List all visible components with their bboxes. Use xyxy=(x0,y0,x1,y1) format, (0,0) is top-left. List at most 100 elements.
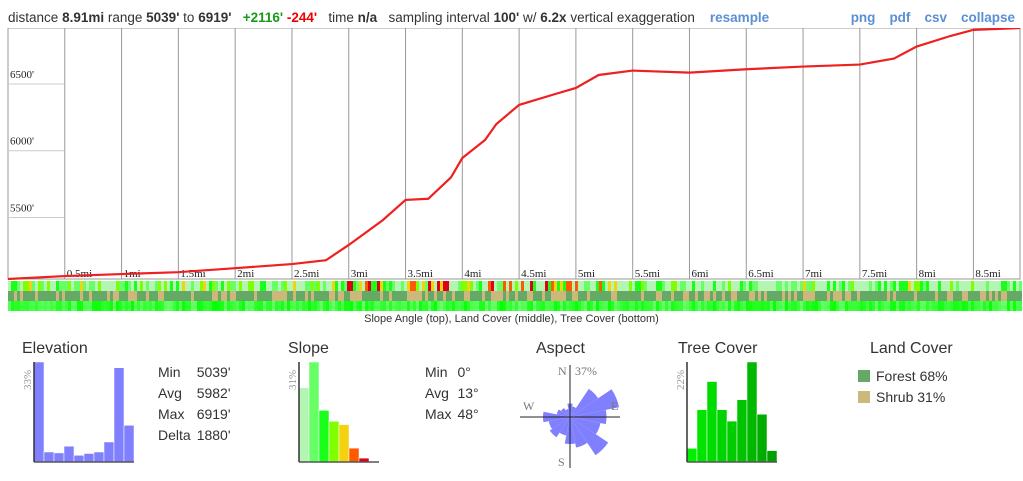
landcover-strip-cell xyxy=(878,291,881,301)
stat-cell: 0° xyxy=(457,364,471,380)
landcover-strip-cell xyxy=(326,291,329,301)
plot-area xyxy=(7,28,1021,280)
slope-strip-cell xyxy=(902,281,905,291)
stat-cell: 48° xyxy=(457,406,479,422)
slope-strip-cell xyxy=(497,281,500,291)
treecover-strip-cell xyxy=(524,301,527,311)
treecover-strip-cell xyxy=(77,301,80,311)
landcover-strip-cell xyxy=(368,291,371,301)
landcover-strip-cell xyxy=(665,291,668,301)
treecover-strip-cell xyxy=(926,301,929,311)
landcover-strip-cell xyxy=(467,291,470,301)
slope-strip-cell xyxy=(200,281,203,291)
elevation-histogram: 33% xyxy=(22,361,135,463)
slope-strip-cell xyxy=(635,281,638,291)
treecover-strip-cell xyxy=(1001,301,1004,311)
slope-strip-cell xyxy=(98,281,101,291)
treecover-strip-cell xyxy=(653,301,656,311)
png-link[interactable]: png xyxy=(850,10,876,25)
slope-strip-cell xyxy=(206,281,209,291)
slope-strip-cell xyxy=(653,281,656,291)
slope-strip-cell xyxy=(533,281,536,291)
histogram-bar xyxy=(756,414,768,463)
histogram-bar xyxy=(53,452,65,463)
landcover-strip-cell xyxy=(998,291,1001,301)
landcover-strip-cell xyxy=(392,291,395,301)
pdf-link[interactable]: pdf xyxy=(889,10,911,25)
range-to: to xyxy=(183,10,195,25)
landcover-strip-cell xyxy=(38,291,41,301)
slope-strip-cell xyxy=(176,281,179,291)
treecover-strip-cell xyxy=(818,301,821,311)
slope-strip-cell xyxy=(47,281,50,291)
slope-strip-cell xyxy=(752,281,755,291)
treecover-strip-cell xyxy=(182,301,185,311)
treecover-strip-cell xyxy=(278,301,281,311)
slope-strip-cell xyxy=(458,281,461,291)
treecover-strip-cell xyxy=(1010,301,1013,311)
slope-strip-cell xyxy=(479,281,482,291)
slope-strip-cell xyxy=(566,281,569,291)
slope-strip-cell xyxy=(611,281,614,291)
slope-strip-cell xyxy=(881,281,884,291)
treecover-strip-cell xyxy=(881,301,884,311)
treecover-strip-cell xyxy=(335,301,338,311)
slope-strip-cell xyxy=(137,281,140,291)
treecover-strip-cell xyxy=(203,301,206,311)
landcover-strip-cell xyxy=(149,291,152,301)
landcover-strip-cell xyxy=(281,291,284,301)
landcover-strip-cell xyxy=(452,291,455,301)
histogram-bar xyxy=(328,421,340,463)
slope-strip-cell xyxy=(779,281,782,291)
treecover-strip-cell xyxy=(512,301,515,311)
landcover-strip-cell xyxy=(443,291,446,301)
slope-strip-cell xyxy=(296,281,299,291)
elevation-profile-chart[interactable]: 0.5mi 1mi 1.5mi 2mi 2.5mi 3mi 3.5mi 4mi 4.5mi 5mi… xyxy=(0,28,1023,318)
slope-strip-cell xyxy=(134,281,137,291)
landcover-strip-cell xyxy=(722,291,725,301)
landcover-strip-cell xyxy=(833,291,836,301)
landcover-strip-cell xyxy=(101,291,104,301)
treecover-strip-cell xyxy=(149,301,152,311)
slope-strip-cell xyxy=(938,281,941,291)
landcover-strip-cell xyxy=(59,291,62,301)
landcover-strip-cell xyxy=(566,291,569,301)
aspect-petal xyxy=(570,417,609,456)
slope-strip-cell xyxy=(29,281,32,291)
collapse-link[interactable]: collapse xyxy=(960,10,1015,25)
landcover-strip-cell xyxy=(683,291,686,301)
landcover-strip-cell xyxy=(824,291,827,301)
landcover-strip-cell xyxy=(956,291,959,301)
csv-link[interactable]: csv xyxy=(924,10,947,25)
landcover-strip-cell xyxy=(926,291,929,301)
treecover-strip-cell xyxy=(92,301,95,311)
slope-strip-cell xyxy=(587,281,590,291)
treecover-strip-cell xyxy=(686,301,689,311)
slope-strip-cell xyxy=(320,281,323,291)
slope-strip-cell xyxy=(944,281,947,291)
slope-strip-cell xyxy=(800,281,803,291)
treecover-strip-cell xyxy=(971,301,974,311)
treecover-strip-cell xyxy=(104,301,107,311)
treecover-strip-cell xyxy=(239,301,242,311)
landcover-strip-cell xyxy=(770,291,773,301)
landcover-strip-cell xyxy=(254,291,257,301)
treecover-strip-cell xyxy=(848,301,851,311)
x-tick-label: 6.5mi xyxy=(748,268,773,280)
treecover-strip-cell xyxy=(452,301,455,311)
treecover-strip-cell xyxy=(908,301,911,311)
landcover-strip-cell xyxy=(788,291,791,301)
slope-strip-cell xyxy=(581,281,584,291)
treecover-strip-cell xyxy=(116,301,119,311)
treecover-strip-cell xyxy=(953,301,956,311)
slope-strip-cell xyxy=(443,281,446,291)
slope-strip-cell xyxy=(830,281,833,291)
resample-link[interactable]: resample xyxy=(709,10,770,25)
treecover-strip-cell xyxy=(635,301,638,311)
landcover-strip-cell xyxy=(851,291,854,301)
treecover-strip-cell xyxy=(941,301,944,311)
treecover-strip-cell xyxy=(815,301,818,311)
landcover-strip-cell xyxy=(671,291,674,301)
stat-cell: Min xyxy=(158,364,181,380)
slope-strip-cell xyxy=(767,281,770,291)
